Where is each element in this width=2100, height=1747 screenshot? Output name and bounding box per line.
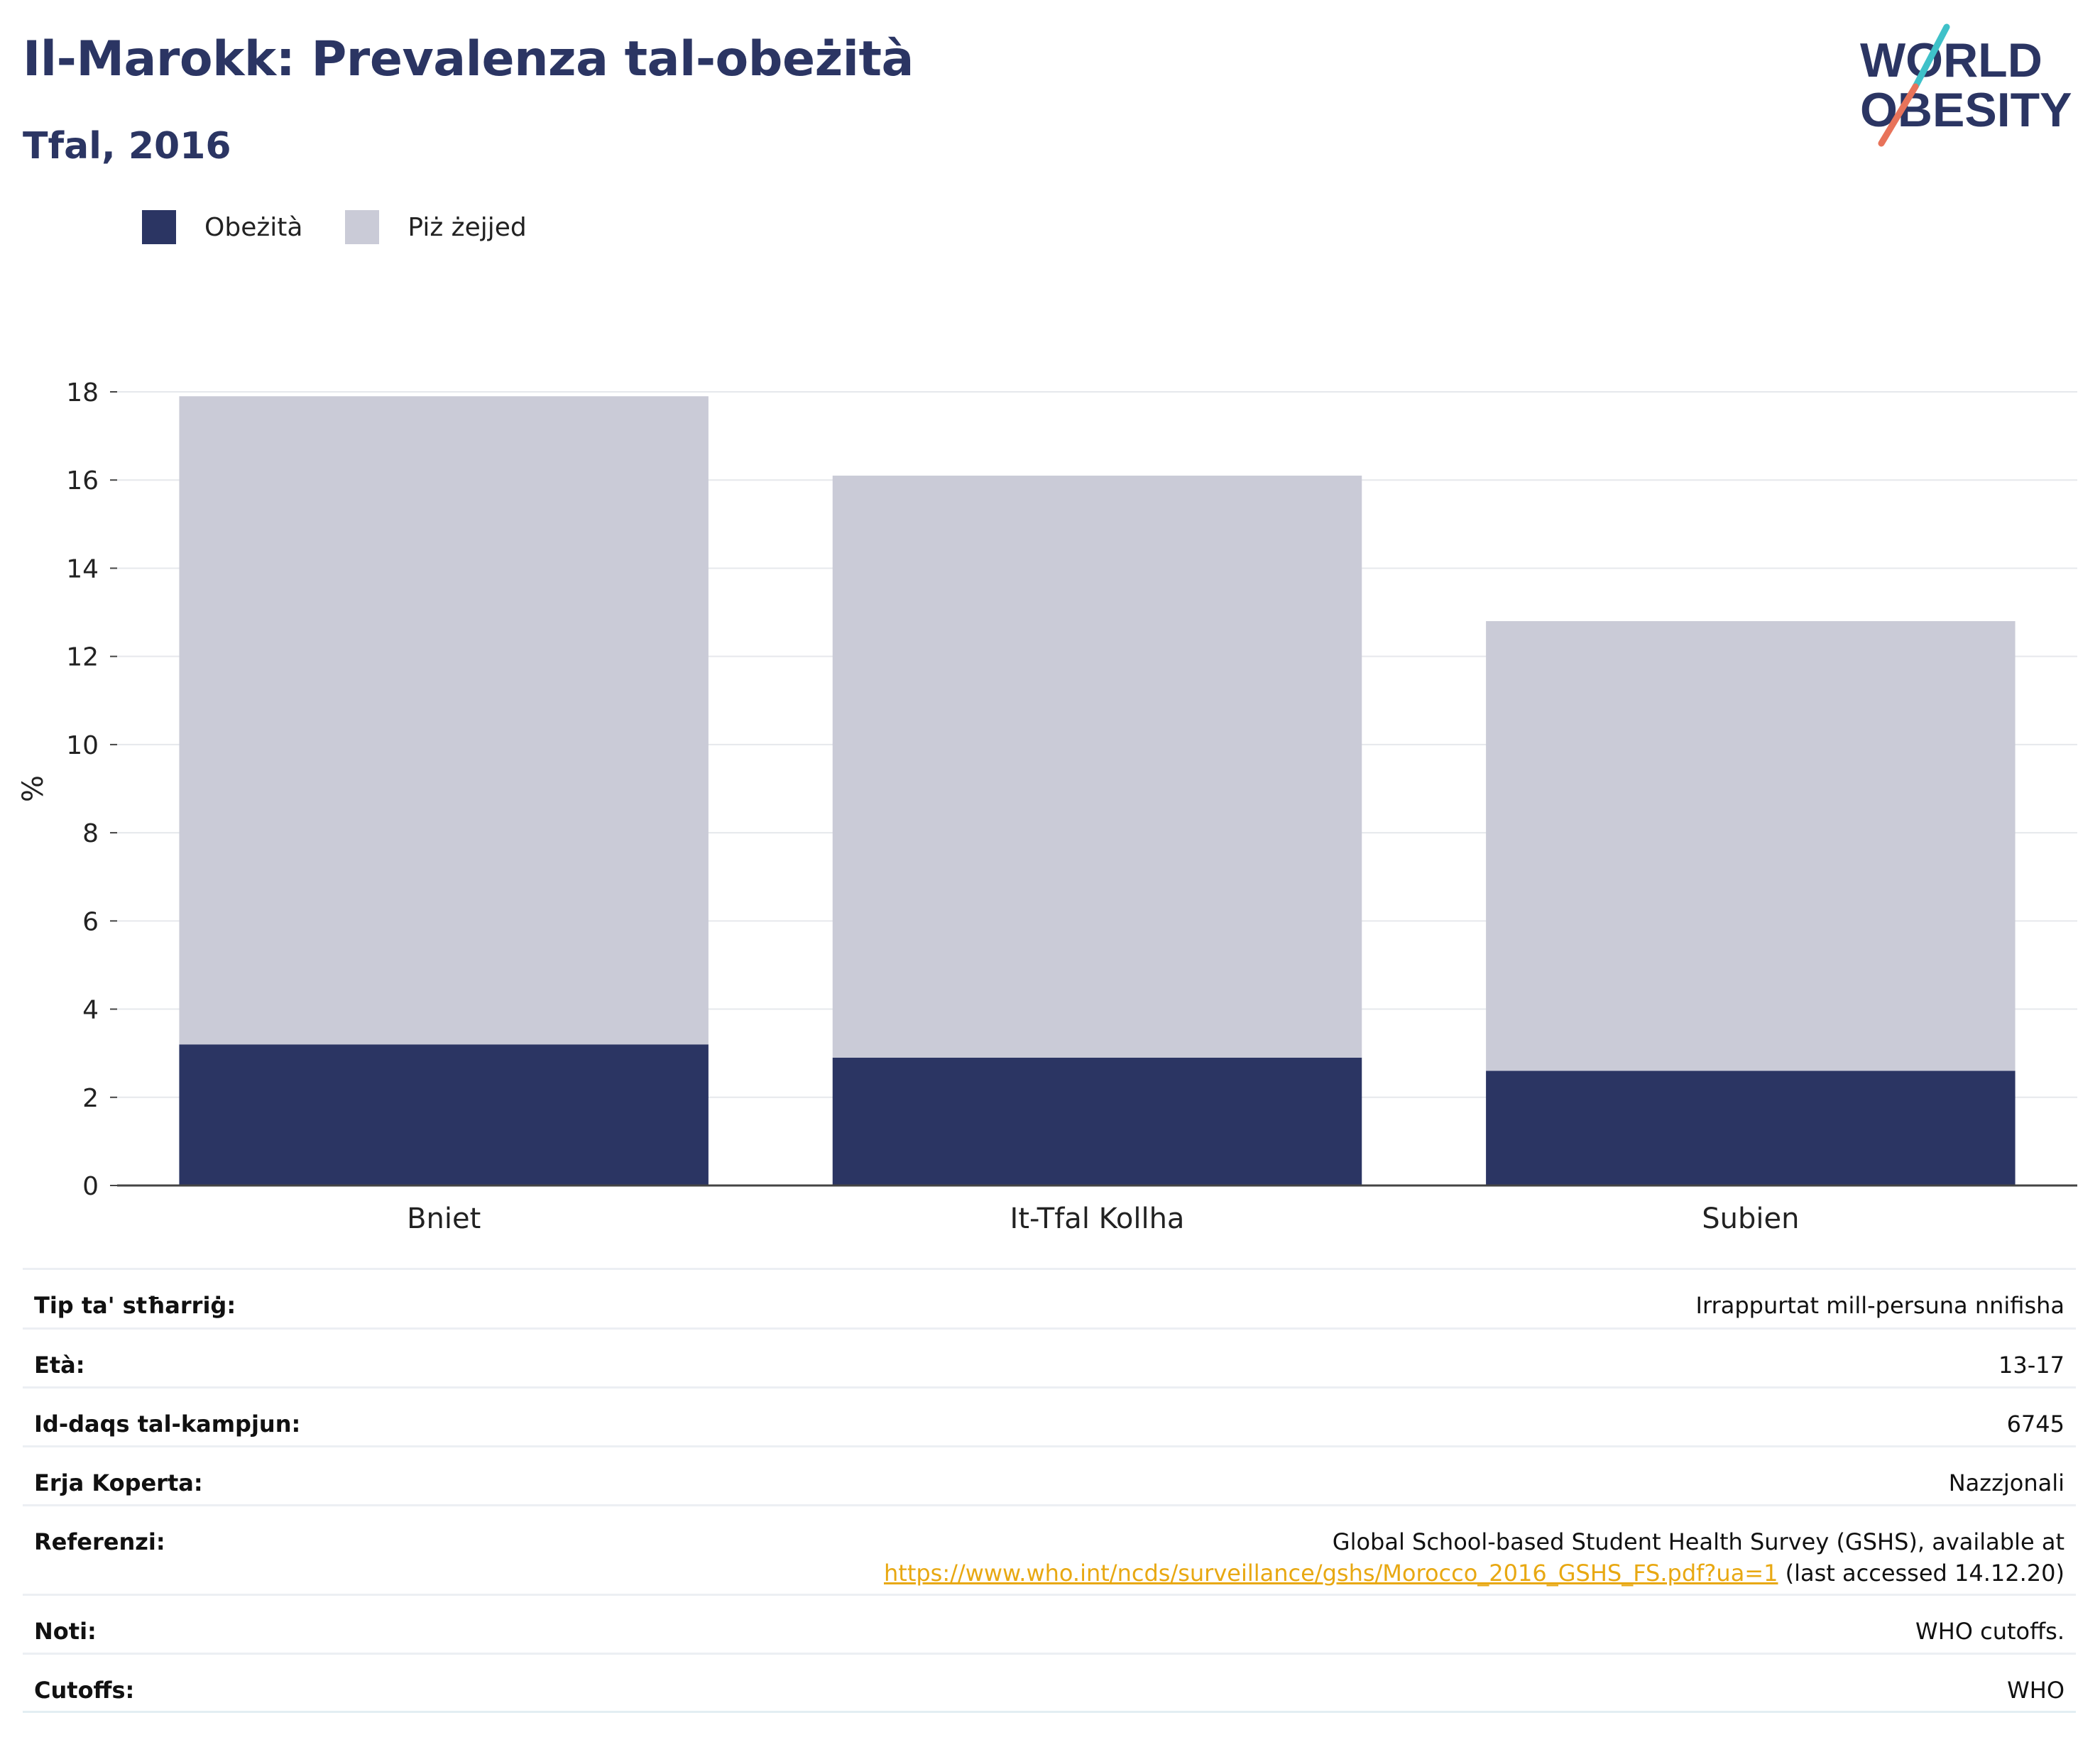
stacked-bar-chart: 0 2 4 6 8 10 12 14 16 18% Bniet It-Tfal Kollha Subie… [17,378,2077,1235]
meta-value-sample-size: 6745 [2006,1411,2065,1437]
bar-obesity-1 [832,1057,1362,1185]
x-tick-label: It-Tfal Kollha [1010,1203,1185,1235]
y-tick-label: 4 [82,996,99,1025]
meta-row-survey-type: Tip ta' stħarriġ: Irrappurtat mill-persu… [23,1268,2076,1327]
meta-row-references: Referenzi: Global School-based Student H… [23,1504,2076,1594]
meta-value-survey-type: Irrappurtat mill-persuna nnifisha [1695,1292,2065,1319]
meta-label-references: Referenzi: [34,1528,165,1555]
meta-value-notes: WHO cutoffs. [1915,1618,2065,1645]
bar-obesity-2 [1486,1070,2016,1185]
meta-row-notes: Noti: WHO cutoffs. [23,1594,2076,1653]
meta-label-sample-size: Id-daqs tal-kampjun: [34,1411,301,1437]
legend-item-overweight[interactable]: Piż żejjed [345,210,527,244]
y-tick-label: 10 [66,731,99,760]
y-tick-label: 2 [82,1084,99,1113]
logo-line2: OBESITY [1860,83,2072,137]
bar-overweight-0 [179,396,709,1045]
bar-overweight-2 [1486,620,2016,1071]
meta-row-area: Erja Koperta: Nazzjonali [23,1445,2076,1504]
reference-accessed: (last accessed 14.12.20) [1778,1560,2065,1587]
chart-title: Il-Marokk: Prevalenza tal-obeżità [23,31,914,87]
y-tick-label: 16 [66,466,99,495]
x-tick-label: Bniet [407,1203,481,1235]
meta-value-area: Nazzjonali [1948,1469,2065,1496]
bar-overweight-1 [832,476,1362,1058]
meta-label-notes: Noti: [34,1618,97,1645]
y-tick-label: 0 [82,1172,99,1201]
reference-text: Global School-based Student Health Surve… [1332,1528,2065,1555]
y-axis-label: % [17,775,50,802]
meta-row-cutoffs: Cutoffs: WHO [23,1653,2076,1713]
logo-slash-top [1912,23,1950,90]
survey-details-table: Tip ta' stħarriġ: Irrappurtat mill-persu… [23,1268,2076,1713]
y-tick-label: 8 [82,819,99,848]
meta-value-age: 13-17 [1998,1352,2065,1379]
legend-label-obesity: Obeżità [204,212,303,242]
bar-obesity-0 [179,1044,709,1185]
meta-row-age: Età: 13-17 [23,1327,2076,1386]
y-tick-label: 18 [66,378,99,407]
legend-label-overweight: Piż żejjed [408,212,527,242]
logo-line1: WORLD [1860,33,2042,87]
world-obesity-logo: WORLD OBESITY [1860,23,2072,147]
legend: Obeżità Piż żejjed [142,210,569,244]
chart-subtitle: Tfal, 2016 [23,125,231,168]
reference-link[interactable]: https://www.who.int/ncds/surveillance/gs… [883,1560,1778,1587]
meta-label-age: Età: [34,1352,85,1379]
y-tick-label: 14 [66,554,99,584]
logo-slash-bottom [1878,83,1919,147]
y-tick-label: 6 [82,907,99,936]
legend-swatch-obesity [142,210,176,244]
meta-value-references: Global School-based Student Health Surve… [884,1526,2065,1589]
legend-item-obesity[interactable]: Obeżità [142,210,302,244]
meta-value-cutoffs: WHO [2007,1677,2065,1704]
meta-row-sample-size: Id-daqs tal-kampjun: 6745 [23,1386,2076,1445]
meta-label-cutoffs: Cutoffs: [34,1677,135,1704]
y-tick-label: 12 [66,643,99,672]
meta-label-survey-type: Tip ta' stħarriġ: [34,1292,236,1319]
meta-label-area: Erja Koperta: [34,1469,203,1496]
x-tick-label: Subien [1702,1203,1799,1235]
legend-swatch-overweight [345,210,380,244]
